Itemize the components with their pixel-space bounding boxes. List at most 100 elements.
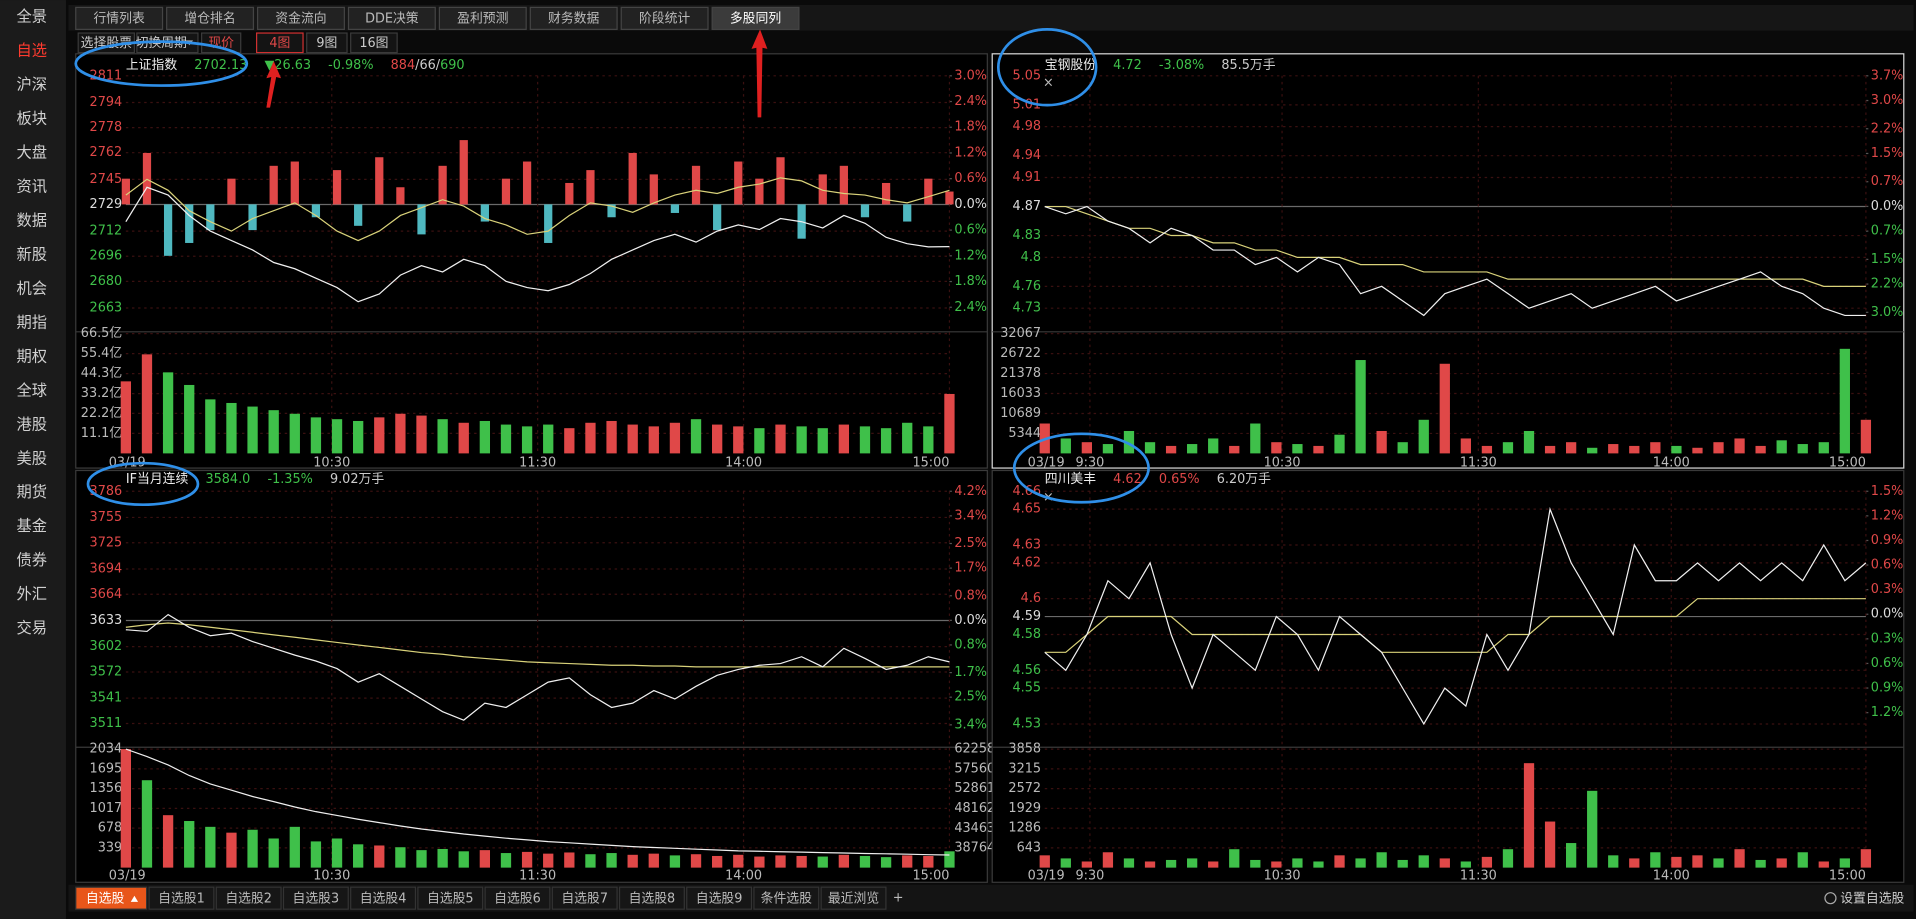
toolbar-label[interactable]: 选择股票: [81, 36, 132, 51]
tab-label[interactable]: 资金流向: [275, 10, 326, 26]
nav-item[interactable]: 机会: [16, 279, 47, 297]
arrows: [266, 29, 768, 118]
nav-item[interactable]: 沪深: [16, 76, 47, 94]
bottom-tab-label[interactable]: 自选股1: [158, 891, 205, 906]
volume-bar: [796, 426, 807, 454]
tab[interactable]: [166, 6, 255, 30]
y-tick-label: 2778: [90, 120, 123, 135]
nav-item[interactable]: 期权: [16, 347, 47, 365]
chart-panel[interactable]: [991, 469, 1905, 883]
bottom-tab[interactable]: [551, 886, 618, 910]
tab[interactable]: [529, 6, 618, 30]
nav-item[interactable]: 期指: [16, 313, 47, 331]
nav-item[interactable]: 期货: [16, 483, 47, 501]
nav-item[interactable]: 港股: [16, 415, 47, 433]
nav-item[interactable]: 板块: [16, 110, 47, 128]
y-tick-label: 2680: [90, 274, 123, 289]
breadth-bar: [607, 204, 616, 218]
v2-tick-label: 57560: [954, 761, 995, 776]
nav-item[interactable]: 全景: [16, 8, 47, 26]
tab[interactable]: [256, 6, 345, 30]
tab[interactable]: [75, 6, 164, 30]
nav-item[interactable]: 自选: [16, 42, 47, 60]
bottom-tab-label[interactable]: 自选股9: [696, 891, 743, 906]
bottom-tab-label[interactable]: 自选股3: [293, 891, 340, 906]
tab-label[interactable]: 盈利预测: [457, 11, 508, 26]
bottom-tab[interactable]: [686, 886, 753, 910]
tab-label[interactable]: 财务数据: [548, 10, 599, 26]
toolbar-button[interactable]: [350, 32, 398, 54]
tab[interactable]: [711, 6, 800, 30]
toolbar-button[interactable]: [255, 32, 304, 54]
breadth-bar: [713, 204, 722, 231]
add-tab[interactable]: +: [893, 891, 904, 906]
bottom-tab[interactable]: [618, 886, 685, 910]
bottom-tab[interactable]: [350, 886, 417, 910]
y2-tick-label: 0.3%: [1871, 582, 1904, 597]
tab-label[interactable]: 行情列表: [93, 11, 144, 26]
bottom-tab[interactable]: [417, 886, 484, 910]
nav-item[interactable]: 新股: [16, 245, 47, 263]
nav-item[interactable]: 大盘: [16, 144, 47, 162]
bottom-tab[interactable]: [820, 886, 887, 910]
nav-item[interactable]: 外汇: [16, 585, 47, 603]
nav-item[interactable]: 全球: [16, 381, 47, 399]
bottom-tab-label[interactable]: 自选股: [86, 891, 125, 906]
breadth-bar: [691, 165, 701, 205]
tab[interactable]: [438, 6, 527, 30]
volume-bar: [374, 845, 385, 868]
nav-item[interactable]: 交易: [16, 619, 47, 637]
chart-panel[interactable]: [75, 469, 988, 883]
bottom-tab-label[interactable]: 自选股5: [427, 891, 474, 906]
bottom-tab-label[interactable]: 自选股8: [629, 891, 676, 906]
bottom-tab-label[interactable]: 自选股6: [494, 891, 541, 906]
volume-bar: [606, 420, 617, 454]
bottom-tab[interactable]: [484, 886, 551, 910]
breadth-bar: [163, 204, 173, 256]
nav-item[interactable]: 基金: [16, 517, 47, 535]
breadth-bar: [332, 170, 342, 205]
toolbar-label[interactable]: 9图: [316, 36, 337, 51]
volume-bar: [437, 848, 448, 868]
volume-bar: [733, 854, 744, 868]
bottom-tab[interactable]: [215, 886, 282, 910]
bottom-tab-label[interactable]: 自选股7: [561, 891, 608, 906]
nav-item[interactable]: 数据: [16, 211, 47, 229]
bottom-tab[interactable]: [75, 886, 148, 910]
bottom-tab-label[interactable]: 条件选股: [761, 890, 812, 906]
tab[interactable]: [347, 6, 436, 30]
tab-label[interactable]: DDE决策: [365, 10, 419, 26]
volume-bar: [859, 426, 871, 454]
toolbar-label[interactable]: 切换周期: [136, 36, 187, 51]
bottom-tab[interactable]: [282, 886, 349, 910]
nav-item[interactable]: 美股: [16, 449, 47, 467]
nav-item[interactable]: 债券: [16, 551, 47, 569]
breadth-bar: [670, 204, 680, 213]
x-tick-label: 15:00: [912, 869, 949, 884]
y-tick-label: 2794: [90, 95, 123, 110]
volume-bar: [1060, 438, 1071, 454]
bottom-tab[interactable]: [753, 886, 820, 910]
x-tick-label: 10:30: [1264, 869, 1301, 884]
bottom-tab-label[interactable]: 自选股2: [225, 891, 272, 906]
toolbar-label[interactable]: 4图: [269, 36, 290, 51]
tab[interactable]: [620, 6, 709, 30]
toolbar-label[interactable]: 16图: [359, 36, 388, 51]
tab-label[interactable]: 多股同列: [730, 11, 781, 26]
volume-bar: [1313, 445, 1324, 454]
tab-label[interactable]: 增仓排名: [184, 10, 235, 26]
chart-panel[interactable]: [75, 53, 988, 469]
bottom-tab-label[interactable]: 最近浏览: [828, 890, 879, 906]
toolbar-button[interactable]: [306, 32, 348, 54]
x-tick-label: 11:30: [1460, 456, 1497, 471]
bottom-tab-label[interactable]: 自选股4: [360, 891, 407, 906]
header-field: 85.5万手: [1221, 57, 1275, 72]
tab-label[interactable]: 阶段统计: [639, 11, 690, 26]
volume-bar: [120, 381, 132, 454]
settings-link[interactable]: 设置自选股: [1840, 891, 1904, 906]
nav-item[interactable]: 资讯: [16, 178, 47, 196]
volume-bar: [1144, 861, 1156, 868]
bottom-tab[interactable]: [148, 886, 215, 910]
volume-bar: [331, 419, 343, 454]
volume-bar: [1502, 849, 1514, 868]
